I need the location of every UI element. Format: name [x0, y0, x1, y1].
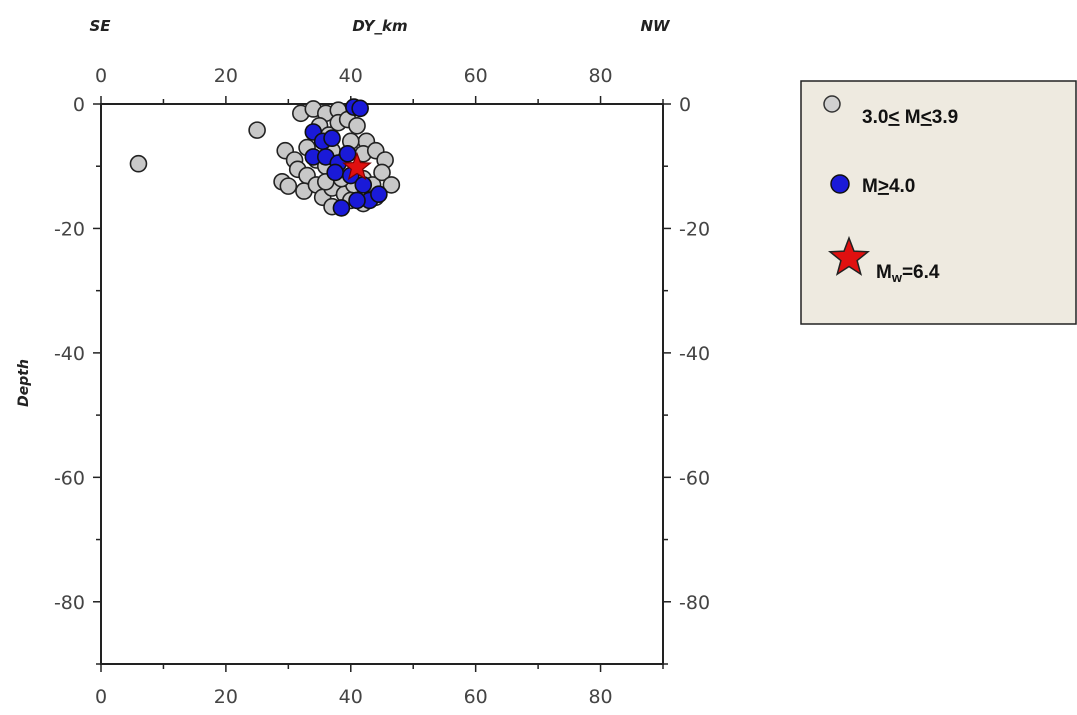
- legend-gray-circle-icon: [823, 95, 841, 113]
- y-tick-label-right: -60: [679, 467, 710, 489]
- legend-star-icon: [827, 235, 871, 276]
- x-tick-label-bottom: 80: [588, 686, 612, 708]
- legend: 3.0< M<3.9 M>4.0 Mw=6.4: [800, 80, 1077, 325]
- y-tick-label-left: -60: [54, 467, 85, 489]
- legend-box: [800, 80, 1077, 325]
- y-tick-label-right: -80: [679, 592, 710, 614]
- y-tick-label-right: -20: [679, 218, 710, 240]
- x-tick-label-top: 0: [95, 65, 107, 87]
- large-event-point: [354, 176, 373, 194]
- legend-label-small: 3.0< M<3.9: [862, 107, 958, 128]
- y-tick-label-right: 0: [679, 94, 691, 116]
- large-event-point: [370, 185, 388, 204]
- y-tick-label-left: -20: [54, 218, 85, 240]
- small-event-point: [348, 116, 366, 135]
- large-event-point: [323, 129, 341, 148]
- small-event-point: [248, 121, 266, 139]
- large-event-point: [351, 99, 369, 118]
- large-event-point: [326, 163, 344, 182]
- mainshock-star: [342, 151, 372, 181]
- data-points: [129, 98, 401, 217]
- small-event-point: [382, 176, 401, 194]
- legend-label-mainshock: Mw=6.4: [876, 262, 940, 285]
- x-tick-label-bottom: 40: [339, 686, 363, 708]
- x-tick-label-top: 60: [464, 65, 488, 87]
- y-tick-label-left: 0: [73, 94, 85, 116]
- x-tick-label-top: 80: [588, 65, 612, 87]
- x-tick-label-top: 20: [214, 65, 238, 87]
- small-event-point: [279, 177, 298, 195]
- y-tick-label-right: -40: [679, 343, 710, 365]
- x-tick-label-bottom: 20: [214, 686, 238, 708]
- large-event-point: [332, 199, 351, 217]
- header-right-label: NW: [640, 17, 671, 35]
- x-tick-label-top: 40: [339, 65, 363, 87]
- y-axis-label: Depth: [16, 359, 32, 407]
- small-event-point: [129, 154, 148, 173]
- y-tick-label-left: -80: [54, 592, 85, 614]
- large-event-point: [348, 191, 366, 210]
- legend-blue-circle-icon: [830, 174, 850, 194]
- large-event-point: [338, 144, 357, 163]
- small-event-point: [373, 163, 391, 182]
- header-center-label: DY_km: [352, 17, 407, 35]
- x-tick-label-bottom: 0: [95, 686, 107, 708]
- y-tick-label-left: -40: [54, 343, 85, 365]
- legend-label-large: M>4.0: [862, 176, 915, 197]
- header-left-label: SE: [89, 17, 111, 35]
- x-tick-label-bottom: 60: [464, 686, 488, 708]
